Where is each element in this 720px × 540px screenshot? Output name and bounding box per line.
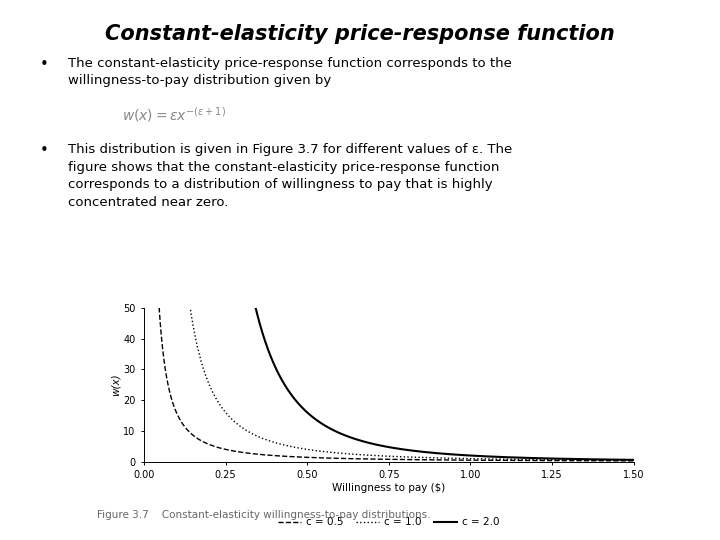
Text: •: •	[40, 57, 48, 72]
Text: Constant-elasticity price-response function: Constant-elasticity price-response funct…	[105, 24, 615, 44]
Y-axis label: w(x): w(x)	[110, 374, 120, 396]
Text: Figure 3.7    Constant-elasticity willingness-to-pay distributions.: Figure 3.7 Constant-elasticity willingne…	[97, 510, 431, 521]
Text: The constant-elasticity price-response function corresponds to the
willingness-t: The constant-elasticity price-response f…	[68, 57, 512, 87]
Text: •: •	[40, 143, 48, 158]
Legend: c = 0.5, c = 1.0, c = 2.0: c = 0.5, c = 1.0, c = 2.0	[274, 513, 504, 531]
Text: This distribution is given in Figure 3.7 for different values of ε. The
figure s: This distribution is given in Figure 3.7…	[68, 143, 513, 208]
X-axis label: Willingness to pay ($): Willingness to pay ($)	[332, 483, 446, 493]
Text: $w(x) = \epsilon x^{-(\epsilon+1)}$: $w(x) = \epsilon x^{-(\epsilon+1)}$	[122, 105, 226, 124]
